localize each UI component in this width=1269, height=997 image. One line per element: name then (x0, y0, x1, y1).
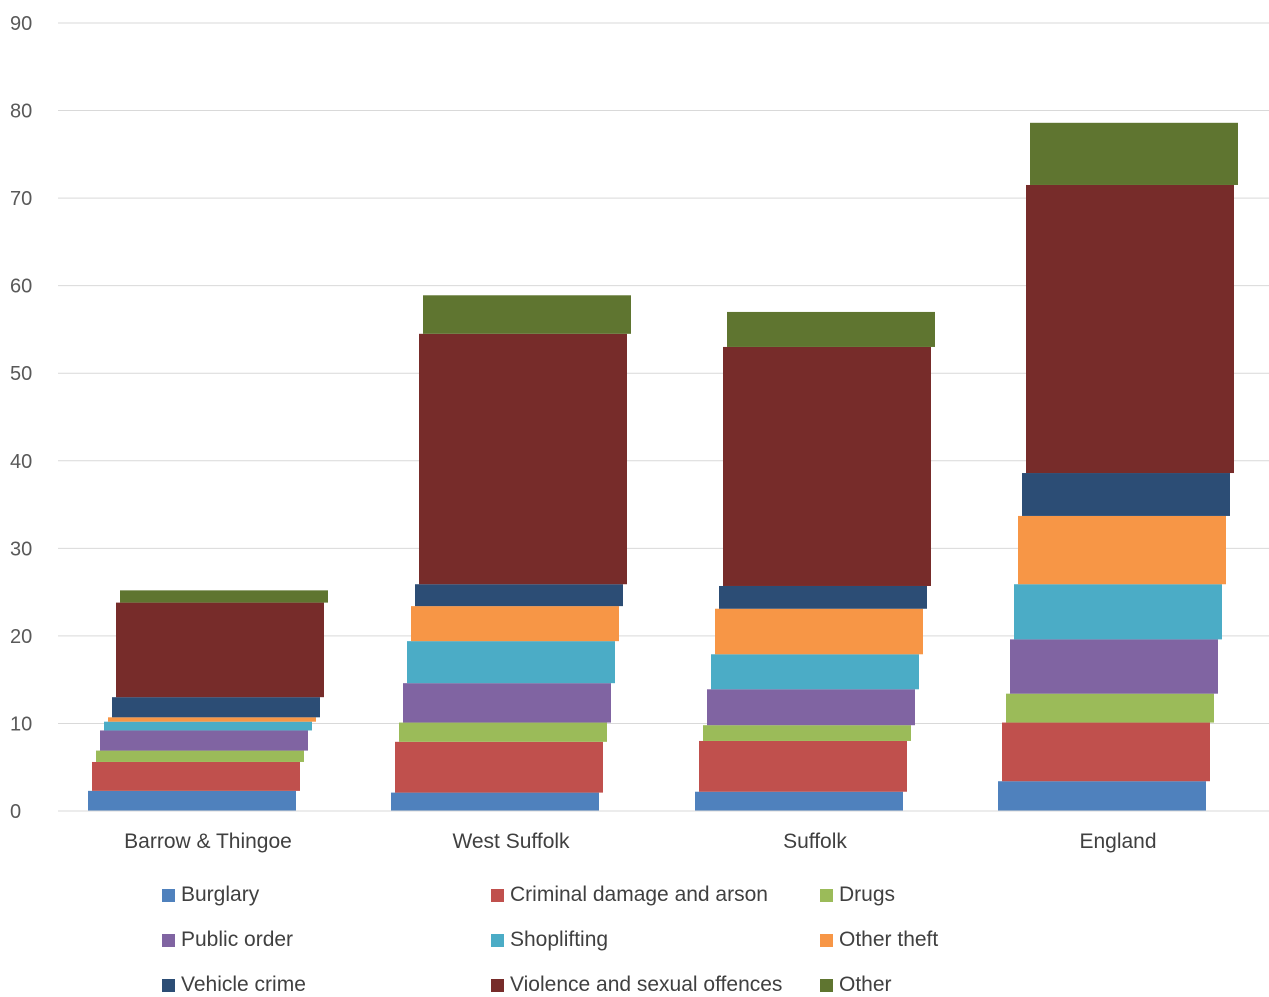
legend-swatch (162, 978, 175, 992)
legend-item: Shoplifting (491, 928, 608, 952)
bar-segment (727, 311, 935, 347)
legend-label: Vehicle crime (181, 973, 306, 996)
y-tick-label: 10 (10, 713, 32, 735)
legend-label: Criminal damage and arson (510, 883, 768, 906)
bar-segment (1002, 722, 1210, 782)
bar-segment (399, 722, 607, 742)
bar-segment (419, 333, 627, 585)
legend-swatch (162, 888, 175, 902)
bar-segment (403, 683, 611, 723)
bar-segment (88, 790, 296, 811)
legend-label: Burglary (181, 883, 260, 906)
bar-segment (391, 792, 599, 811)
bar-segment (411, 606, 619, 642)
bar-segment (92, 761, 300, 791)
bar-segment (1014, 584, 1222, 640)
x-tick-label: Suffolk (783, 830, 847, 853)
legend-swatch (491, 978, 504, 992)
bar-segment (100, 730, 308, 751)
bar-segment (112, 697, 320, 718)
legend-swatch (491, 888, 504, 902)
bar-segment (1022, 473, 1230, 516)
legend-item: Vehicle crime (162, 973, 306, 997)
y-tick-label: 90 (10, 13, 32, 35)
legend-item: Violence and sexual offences (491, 973, 782, 997)
legend-label: Other (839, 973, 892, 996)
y-tick-label: 30 (10, 538, 32, 560)
bar-segment (1030, 122, 1238, 185)
stacked-bar-chart: 0 10 20 30 40 50 60 70 80 90 Barrow & Thingoe West … (10, 13, 1269, 853)
legend-item: Public order (162, 928, 293, 952)
y-tick-label: 40 (10, 451, 32, 473)
bar-segment (703, 725, 911, 741)
legend-swatch (820, 888, 833, 902)
legend-item: Other (820, 973, 892, 997)
y-tick-label: 0 (10, 801, 21, 823)
legend-item: Drugs (820, 883, 895, 907)
bar-segment (1010, 639, 1218, 694)
y-tick-label: 80 (10, 101, 32, 123)
bar-segment (719, 585, 927, 609)
bar-segment (395, 741, 603, 793)
x-tick-label: England (1079, 830, 1156, 853)
bar-segment (695, 791, 903, 811)
y-tick-label: 20 (10, 626, 32, 648)
legend: Burglary Criminal damage and arson Drugs Pu… (0, 875, 1269, 996)
bar-segment (116, 602, 324, 698)
bar-segment (120, 590, 328, 603)
bar-segment (711, 654, 919, 690)
bar-segment (108, 717, 316, 722)
legend-swatch (820, 978, 833, 992)
y-tick-label: 50 (10, 363, 32, 385)
y-tick-label: 70 (10, 188, 32, 210)
bar-segment (699, 740, 907, 792)
bar-segment (423, 295, 631, 334)
legend-item: Burglary (162, 883, 259, 907)
legend-swatch (162, 933, 175, 947)
bar-segment (1018, 515, 1226, 585)
bar-segment (1006, 693, 1214, 723)
legend-swatch (491, 933, 504, 947)
bar-segment (707, 689, 915, 726)
bar-segment (723, 346, 931, 586)
x-tick-label: West Suffolk (452, 830, 570, 853)
legend-label: Violence and sexual offences (510, 973, 783, 996)
bar-segment (715, 608, 923, 655)
legend-item: Criminal damage and arson (491, 883, 768, 907)
legend-label: Other theft (839, 928, 939, 951)
bar-segment (1026, 184, 1234, 474)
bar-segment (415, 584, 623, 607)
bar-segment (96, 750, 304, 762)
legend-label: Public order (181, 928, 294, 951)
bar-segment (104, 721, 312, 731)
legend-swatch (820, 933, 833, 947)
bar-segment (407, 641, 615, 684)
legend-label: Shoplifting (510, 928, 609, 951)
legend-item: Other theft (820, 928, 938, 952)
x-tick-label: Barrow & Thingoe (124, 830, 292, 853)
bar-segment (998, 781, 1206, 811)
legend-label: Drugs (839, 883, 896, 906)
y-tick-label: 60 (10, 276, 32, 298)
